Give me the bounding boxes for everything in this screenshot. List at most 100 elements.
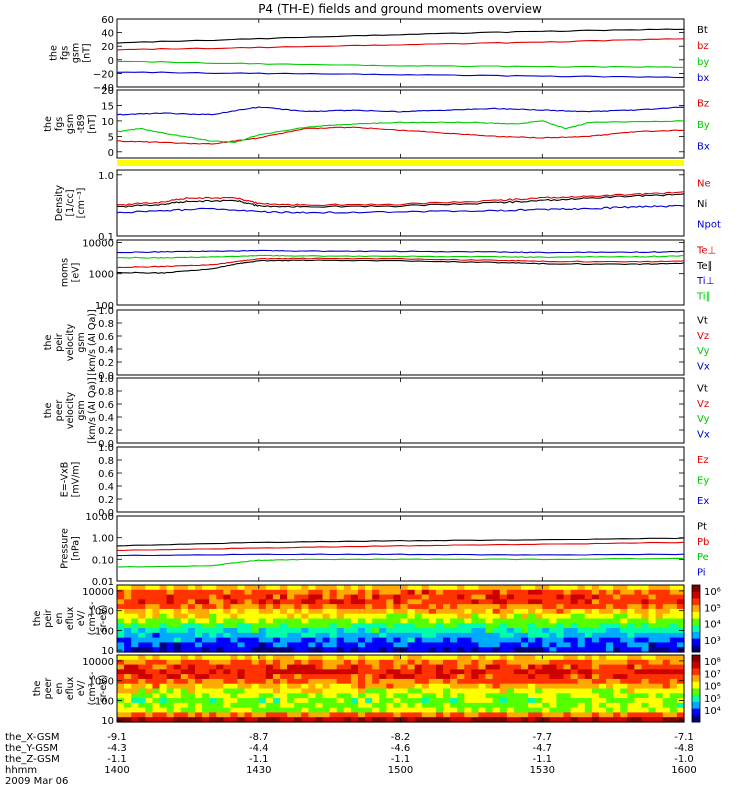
heatmap-cell bbox=[244, 585, 253, 591]
heatmap-cell bbox=[244, 637, 253, 644]
heatmap-cell bbox=[117, 702, 125, 709]
heatmap-cell bbox=[528, 623, 536, 629]
y-axis-label-line: fgs bbox=[54, 117, 65, 131]
heatmap-cell bbox=[627, 698, 635, 704]
heatmap-cell bbox=[428, 608, 437, 615]
heatmap-cell bbox=[584, 655, 593, 661]
heatmap-cell bbox=[272, 664, 281, 670]
heatmap-cell bbox=[591, 637, 600, 644]
heatmap-cell bbox=[407, 604, 416, 610]
y-tick-label: 1.0 bbox=[98, 374, 114, 385]
heatmap-cell bbox=[287, 637, 295, 644]
heatmap-cell bbox=[166, 659, 175, 666]
heatmap-cell bbox=[280, 674, 288, 680]
panel-peer-eflux: 10⁸10⁷10⁶10⁵10⁴10000100010010thepeerenef… bbox=[32, 654, 721, 727]
heatmap-cell bbox=[315, 589, 324, 596]
heatmap-cell bbox=[251, 698, 260, 704]
heatmap-cell bbox=[145, 659, 154, 666]
heatmap-cell bbox=[542, 707, 550, 714]
heatmap-cell bbox=[655, 698, 664, 704]
heatmap-cell bbox=[166, 698, 175, 704]
heatmap-cell bbox=[265, 589, 274, 596]
heatmap-cell bbox=[357, 637, 366, 644]
heatmap-cell bbox=[478, 608, 487, 615]
heatmap-cell bbox=[131, 599, 139, 605]
heatmap-cell bbox=[492, 707, 501, 714]
heatmap-cell bbox=[542, 647, 550, 653]
heatmap-cell bbox=[159, 674, 168, 680]
heatmap-cell bbox=[272, 688, 281, 694]
heatmap-cell bbox=[386, 594, 395, 600]
heatmap-cell bbox=[145, 712, 154, 718]
heatmap-cell bbox=[655, 585, 664, 591]
heatmap-cell bbox=[457, 674, 465, 680]
heatmap-cell bbox=[124, 642, 132, 648]
heatmap-cell bbox=[407, 707, 416, 714]
heatmap-cell bbox=[308, 608, 317, 615]
heatmap-cell bbox=[166, 707, 175, 714]
y-tick-label: 0.0 bbox=[98, 508, 114, 519]
heatmap-cell bbox=[485, 604, 494, 610]
heatmap-cell bbox=[202, 623, 210, 629]
heatmap-cell bbox=[535, 693, 543, 699]
heatmap-cell bbox=[457, 669, 465, 675]
heatmap-cell bbox=[478, 717, 487, 723]
heatmap-cell bbox=[223, 613, 231, 620]
heatmap-cell bbox=[336, 669, 345, 675]
heatmap-cell bbox=[244, 678, 253, 685]
heatmap-cell bbox=[591, 659, 600, 666]
heatmap-cell bbox=[357, 632, 366, 639]
heatmap-cell bbox=[145, 618, 154, 624]
heatmap-cell bbox=[230, 613, 239, 620]
heatmap-cell bbox=[598, 693, 607, 699]
heatmap-cell bbox=[308, 632, 317, 639]
heatmap-cell bbox=[301, 688, 309, 694]
y-tick-label: 100 bbox=[95, 626, 114, 637]
heatmap-cell bbox=[138, 659, 146, 666]
heatmap-cell bbox=[478, 707, 487, 714]
heatmap-cell bbox=[287, 712, 295, 718]
heatmap-cell bbox=[407, 632, 416, 639]
heatmap-cell bbox=[287, 585, 295, 591]
heatmap-cell bbox=[499, 678, 508, 685]
y-axis-label-line: the bbox=[43, 335, 54, 351]
heatmap-cell bbox=[223, 608, 231, 615]
heatmap-cell bbox=[131, 669, 139, 675]
heatmap-cell bbox=[549, 693, 558, 699]
heatmap-cell bbox=[379, 712, 387, 718]
heatmap-cell bbox=[627, 589, 635, 596]
x-row-value: -4.7 bbox=[533, 743, 553, 754]
heatmap-cell bbox=[428, 655, 437, 661]
series-line-Ni bbox=[116, 193, 685, 208]
heatmap-cell bbox=[563, 674, 572, 680]
heatmap-cell bbox=[457, 678, 465, 685]
heatmap-cell bbox=[535, 604, 543, 610]
heatmap-cell bbox=[450, 608, 458, 615]
heatmap-cell bbox=[676, 678, 685, 685]
heatmap-cell bbox=[407, 669, 416, 675]
heatmap-cell bbox=[513, 702, 522, 709]
heatmap-cell bbox=[435, 693, 444, 699]
heatmap-cell bbox=[230, 698, 239, 704]
heatmap-cell bbox=[138, 655, 146, 661]
colorbar-swatch bbox=[692, 625, 700, 633]
heatmap-cell bbox=[244, 655, 253, 661]
heatmap-cell bbox=[258, 678, 267, 685]
heatmap-cell bbox=[237, 698, 246, 704]
heatmap-cell bbox=[159, 623, 168, 629]
heatmap-cell bbox=[202, 608, 210, 615]
panel-frame bbox=[116, 89, 685, 159]
heatmap-cell bbox=[294, 688, 302, 694]
heatmap-cell bbox=[180, 585, 189, 591]
heatmap-cell bbox=[202, 698, 210, 704]
heatmap-cell bbox=[145, 589, 154, 596]
heatmap-cell bbox=[209, 688, 217, 694]
colorbar-tick-label: 10⁴ bbox=[704, 706, 721, 717]
heatmap-cell bbox=[556, 655, 565, 661]
heatmap-cell bbox=[549, 594, 558, 600]
heatmap-cell bbox=[620, 678, 628, 685]
heatmap-cell bbox=[294, 623, 302, 629]
heatmap-cell bbox=[365, 642, 373, 648]
heatmap-cell bbox=[549, 618, 558, 624]
heatmap-cell bbox=[570, 707, 579, 714]
